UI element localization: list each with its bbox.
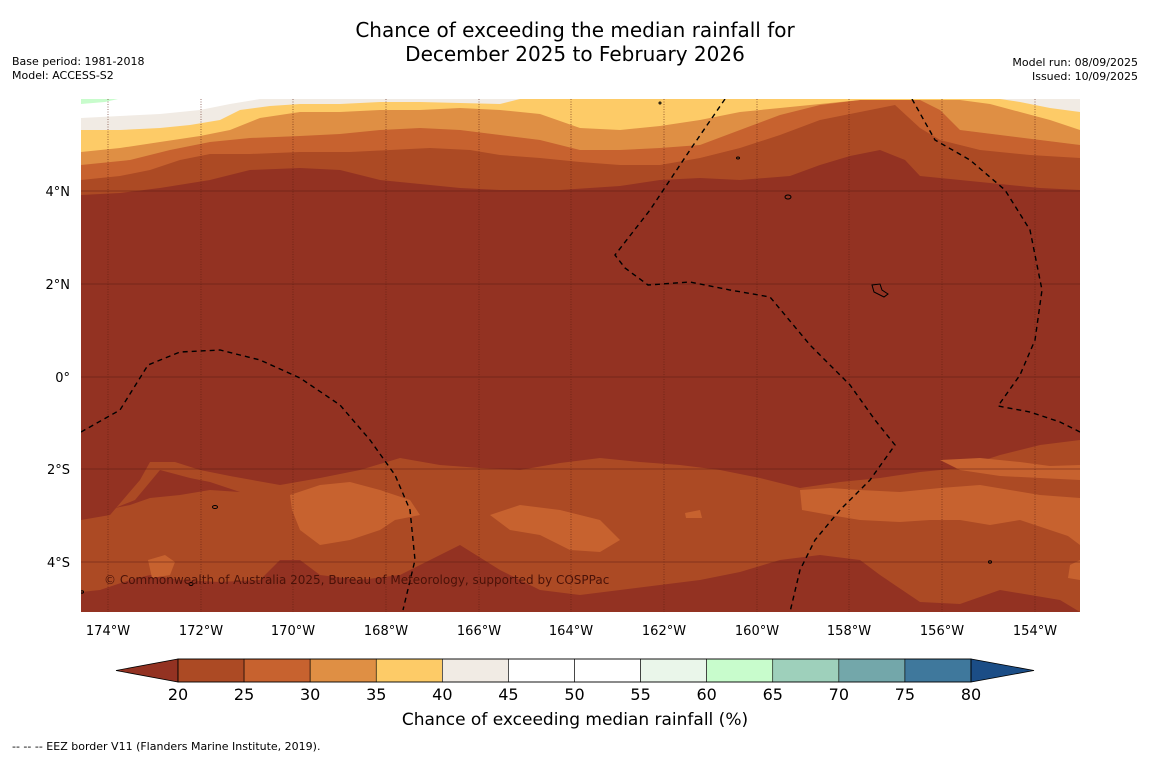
colorbar-segment <box>574 658 641 683</box>
band-30-south-a <box>290 482 420 545</box>
lat-label-4s: 4°S <box>47 556 70 571</box>
colorbar-frame <box>177 658 972 683</box>
eez-borders <box>81 99 1080 612</box>
colorbar-segment <box>243 658 311 683</box>
colorbar-segment <box>772 658 840 683</box>
colorbar-tick-labels: 20 25 30 35 40 45 50 55 60 65 70 75 80 <box>168 685 981 704</box>
issued-date: Issued: 10/09/2025 <box>1031 70 1138 83</box>
band-35-north <box>81 99 1080 165</box>
colorbar-tick-label: 50 <box>564 685 584 704</box>
band-30-south-e <box>1040 498 1080 545</box>
colorbar-title: Chance of exceeding median rainfall (%) <box>401 710 749 730</box>
band-30-south-g <box>1068 560 1080 580</box>
lat-label-2s: 2°S <box>47 463 70 478</box>
colorbar-segment <box>375 658 443 683</box>
colorbar-segment <box>640 658 707 683</box>
colorbar-tick-label: 55 <box>630 685 650 704</box>
band-30-south-f <box>148 555 175 578</box>
map-area: © Commonwealth of Australia 2025, Bureau… <box>81 99 1080 612</box>
colorbar-under-arrow <box>115 658 179 683</box>
band-45-ne-corner <box>1000 99 1080 112</box>
lon-label-174w: 174°W <box>86 624 130 639</box>
eez-footnote: -- -- -- EEZ border V11 (Flanders Marine… <box>12 740 321 753</box>
meta-right: Model run: 08/09/2025 Issued: 10/09/2025 <box>1012 56 1138 84</box>
copyright-text: © Commonwealth of Australia 2025, Bureau… <box>104 573 609 587</box>
lat-label-0: 0° <box>55 371 70 386</box>
colorbar-tick-label: 60 <box>696 685 716 704</box>
lon-label-154w: 154°W <box>1013 624 1057 639</box>
islands <box>81 101 992 594</box>
band-30-south-b <box>490 505 620 552</box>
colorbar-tick-label: 80 <box>961 685 981 704</box>
lat-label-4n: 4°N <box>46 185 71 200</box>
colorbar-segment <box>309 658 377 683</box>
band-30-south-h <box>685 510 702 518</box>
lon-label-166w: 166°W <box>457 624 501 639</box>
colorbar-tick-label: 75 <box>895 685 915 704</box>
band-60-north <box>81 99 118 104</box>
title-line-1: Chance of exceeding the median rainfall … <box>355 18 795 42</box>
model-name: Model: ACCESS-S2 <box>12 69 114 82</box>
lon-label-172w: 172°W <box>179 624 223 639</box>
model-run: Model run: 08/09/2025 <box>1012 56 1138 69</box>
colorbar-segment <box>177 658 245 683</box>
lon-label-162w: 162°W <box>642 624 686 639</box>
lon-label-168w: 168°W <box>364 624 408 639</box>
band-40-north <box>81 99 1080 152</box>
band-50-north <box>81 99 260 118</box>
band-25-south-holes <box>81 470 240 520</box>
lat-label-2n: 2°N <box>46 278 71 293</box>
colorbar-tick-label: 25 <box>234 685 254 704</box>
colorbar-tick-label: 65 <box>763 685 783 704</box>
colorbar-tick-label: 40 <box>432 685 452 704</box>
colorbar-segment <box>838 658 906 683</box>
lon-label-158w: 158°W <box>827 624 871 639</box>
base-period: Base period: 1981-2018 <box>12 55 145 68</box>
lon-gridlines <box>107 99 1036 612</box>
colorbar-segment <box>706 658 774 683</box>
colorbar-tick-label: 35 <box>366 685 386 704</box>
lon-label-156w: 156°W <box>920 624 964 639</box>
colorbar-tick-label: 45 <box>498 685 518 704</box>
lon-label-160w: 160°W <box>735 624 779 639</box>
lat-labels: 4°N 2°N 0° 2°S 4°S <box>46 185 71 571</box>
map-title: Chance of exceeding the median rainfall … <box>0 18 1150 66</box>
colorbar-tick-label: 20 <box>168 685 188 704</box>
colorbar-tick-label: 30 <box>300 685 320 704</box>
colorbar-segment <box>442 658 509 683</box>
colorbar-over-arrow <box>970 658 1035 683</box>
colorbar-segment <box>508 658 575 683</box>
colorbar-segments <box>177 658 972 683</box>
band-30-south-c <box>800 485 1080 540</box>
lon-label-164w: 164°W <box>549 624 593 639</box>
lon-label-170w: 170°W <box>271 624 315 639</box>
lon-labels: 174°W 172°W 170°W 168°W 166°W 164°W 162°… <box>86 624 1057 639</box>
colorbar-tick-label: 70 <box>829 685 849 704</box>
colorbar: 20 25 30 35 40 45 50 55 60 65 70 75 80 <box>115 658 1035 704</box>
meta-left: Base period: 1981-2018 Model: ACCESS-S2 <box>12 55 144 83</box>
title-line-2: December 2025 to February 2026 <box>405 42 745 66</box>
lat-gridlines <box>81 190 1080 563</box>
colorbar-segment <box>904 658 972 683</box>
